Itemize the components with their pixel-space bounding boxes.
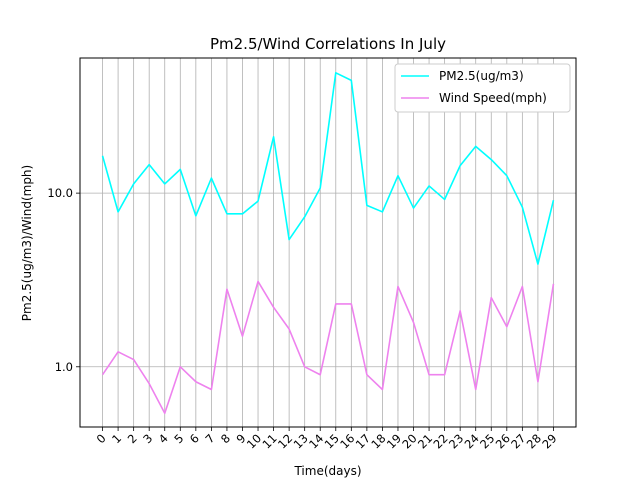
y-axis-label: Pm2.5(ug/m3)/Wind(mph) — [20, 165, 34, 321]
y-tick-label: 10.0 — [47, 186, 73, 200]
y-axis-ticks: 1.0 10.0 — [47, 186, 80, 374]
legend-box — [394, 63, 571, 113]
legend-label-wind: Wind Speed(mph) — [439, 91, 547, 105]
plot-frame — [79, 57, 577, 428]
x-axis-label: Time(days) — [293, 464, 361, 478]
legend: PM2.5(ug/m3) Wind Speed(mph) — [394, 63, 571, 113]
chart-title: Pm2.5/Wind Correlations In July — [210, 35, 446, 53]
series-lines — [101, 72, 555, 415]
y-tick-label: 1.0 — [55, 360, 73, 374]
series-line-pm25 — [101, 72, 555, 265]
series-line-wind-speed — [101, 280, 555, 415]
legend-label-pm25: PM2.5(ug/m3) — [439, 69, 524, 83]
grid — [80, 58, 576, 427]
